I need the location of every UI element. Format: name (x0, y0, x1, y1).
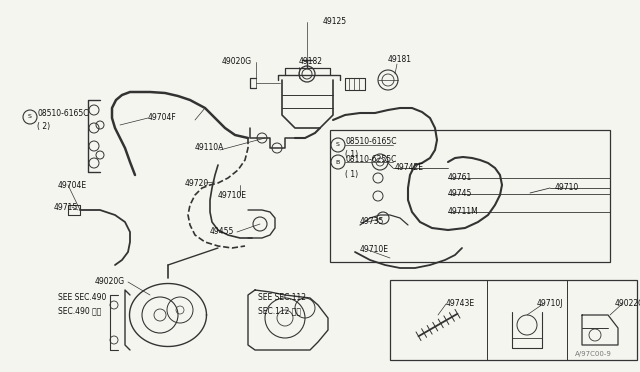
Text: SEC.490 参照: SEC.490 参照 (58, 307, 101, 315)
Text: ( 1): ( 1) (345, 170, 358, 179)
Text: SEC.112 参照: SEC.112 参照 (258, 307, 301, 315)
Text: 49715: 49715 (54, 202, 78, 212)
Text: 49181: 49181 (388, 55, 412, 64)
Text: ( 1): ( 1) (345, 150, 358, 158)
Text: 49761: 49761 (448, 173, 472, 183)
Text: 49735: 49735 (360, 218, 385, 227)
Text: 49710E: 49710E (218, 190, 247, 199)
Bar (390, 280, 637, 360)
Text: 49720: 49720 (185, 179, 209, 187)
Text: 49711M: 49711M (448, 208, 479, 217)
Text: 49022G: 49022G (615, 299, 640, 308)
Text: S: S (28, 115, 32, 119)
Text: 49710: 49710 (555, 183, 579, 192)
Text: SEE SEC.112: SEE SEC.112 (258, 294, 306, 302)
Text: 49020G: 49020G (222, 58, 252, 67)
Text: 49704E: 49704E (58, 180, 87, 189)
Text: SEE SEC.490: SEE SEC.490 (58, 294, 106, 302)
Bar (330, 130, 610, 262)
Text: 49710J: 49710J (537, 299, 563, 308)
Text: 49020G: 49020G (95, 278, 125, 286)
Text: 08510-6165C: 08510-6165C (37, 109, 88, 119)
Text: ( 2): ( 2) (37, 122, 50, 131)
Text: 49125: 49125 (323, 17, 347, 26)
Text: 49704F: 49704F (148, 113, 177, 122)
Text: 49710E: 49710E (360, 246, 389, 254)
Text: 49455: 49455 (210, 228, 234, 237)
Text: 08510-6165C: 08510-6165C (345, 138, 397, 147)
Text: 49743E: 49743E (446, 299, 475, 308)
Text: 49745: 49745 (448, 189, 472, 199)
Text: 49110A: 49110A (195, 144, 225, 153)
Text: A/97C00-9: A/97C00-9 (575, 351, 612, 357)
Text: 49742E: 49742E (395, 164, 424, 173)
Text: 08110-6255C: 08110-6255C (345, 154, 396, 164)
Text: B: B (336, 160, 340, 164)
Text: 49182: 49182 (299, 58, 323, 67)
Text: S: S (336, 142, 340, 148)
